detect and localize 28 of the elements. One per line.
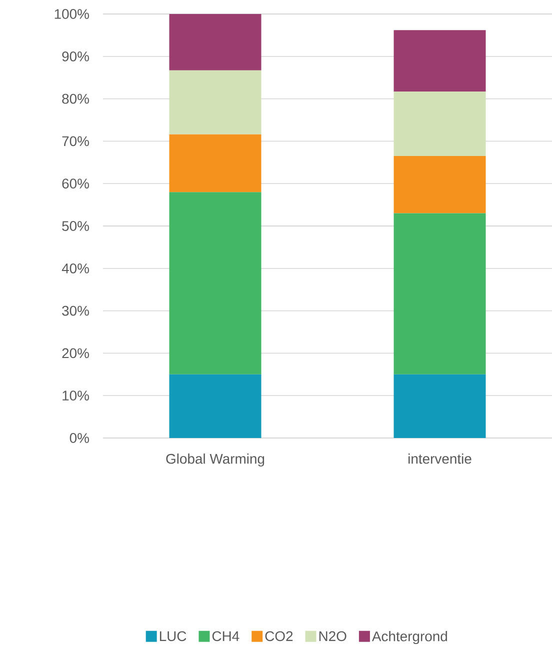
legend-label: CO2 xyxy=(265,631,293,642)
legend-label: CH4 xyxy=(212,631,240,642)
bar xyxy=(169,14,262,70)
bar xyxy=(394,374,486,438)
legend-label: N2O xyxy=(319,631,346,642)
bar xyxy=(394,213,486,374)
y-tick-label: 10% xyxy=(62,390,89,401)
y-tick-label: 80% xyxy=(62,94,89,104)
bar xyxy=(394,92,486,156)
y-tick-label: 90% xyxy=(62,51,89,62)
y-tick-label: 70% xyxy=(62,136,89,146)
bar xyxy=(394,30,486,92)
y-tick-label: 40% xyxy=(62,263,89,274)
bar xyxy=(169,192,262,374)
y-tick-label: 30% xyxy=(62,306,89,316)
legend-label: LUC xyxy=(160,631,186,642)
bar xyxy=(394,156,486,214)
y-tick-label: 100% xyxy=(54,9,89,19)
y-tick-label: 20% xyxy=(62,348,89,358)
bar xyxy=(169,374,262,438)
legend-label: Achtergrond xyxy=(372,631,448,644)
y-tick-label: 60% xyxy=(62,178,89,189)
x-tick-label: Global Warming xyxy=(166,454,264,467)
y-tick-label: 0% xyxy=(70,433,89,443)
y-tick-label: 50% xyxy=(62,221,89,231)
bar xyxy=(169,70,262,134)
x-tick-label: interventie xyxy=(408,454,472,464)
bar xyxy=(169,134,262,192)
